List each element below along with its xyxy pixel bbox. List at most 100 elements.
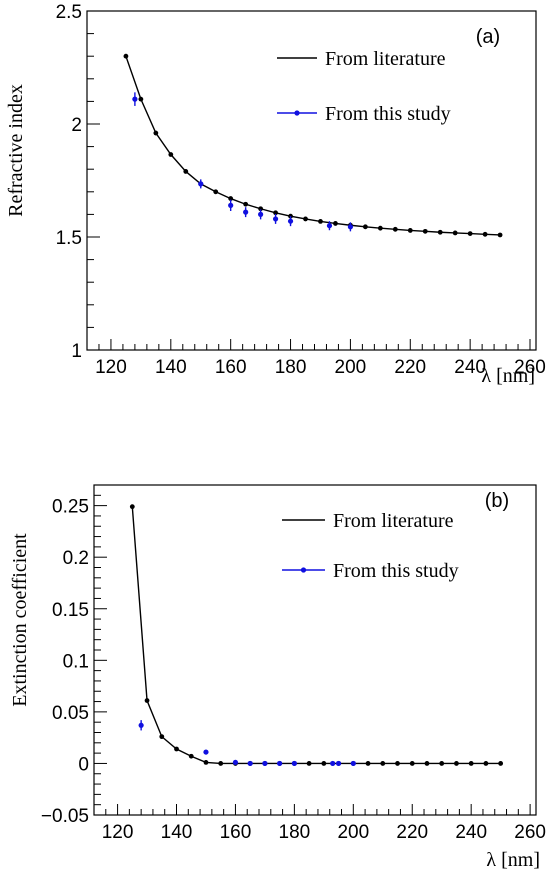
panel-b-literature-point [454,761,459,766]
panel-b-literature-point [188,753,194,759]
panel-a-x-tick-label: 240 [454,357,486,378]
panel-b-literature-point [218,761,224,766]
panel-a-plot-frame [86,10,537,351]
panel-b-study-point [277,760,283,767]
panel-a-x-tick-label: 160 [215,357,247,378]
panel-b-study-point [262,760,268,767]
panel-b-literature-point [424,761,430,766]
panel-a-literature-point [377,225,383,231]
panel-a-literature-point [482,231,488,237]
panel-b-legend-entry: From literature [333,510,454,532]
panel-a-legend-entry: From literature [325,48,446,70]
panel-b-series-this-study [138,720,356,767]
panel-b: 120 140 160 180 200 220 240 260 −0.05 0 0.05 0.1 0.1… [9,484,546,871]
panel-a-y-tick-label: 1 [71,341,82,362]
panel-a-literature-point [333,221,338,226]
panel-a-legend-marker [294,110,300,116]
panel-a-x-tick-label: 140 [155,357,187,378]
panel-a-literature-point [243,201,249,207]
panel-b-study-point [335,760,342,767]
panel-b-study-point [247,760,253,767]
panel-a-study-point [228,202,234,208]
panel-b-literature-point [439,761,445,766]
panel-b-literature-point [129,504,135,510]
panel-a-legend: From literature From this study [277,48,451,125]
panel-a-label: (a) [476,26,500,48]
panel-b-literature-point [395,761,400,766]
panel-b-y-tick-label: 0.15 [52,600,89,621]
panel-b-study-point [203,749,209,755]
panel-a: 120 140 160 180 200 220 240 260 1 1.5 2 2.5 Refracti… [5,2,546,387]
panel-a-x-tick-label: 200 [335,357,367,378]
panel-b-y-tick-label: 0.2 [63,548,89,569]
panel-b-legend-entry: From this study [333,560,459,582]
panel-a-y-tick-label: 2.5 [56,2,82,23]
panel-a-literature-point [303,216,308,222]
panel-a-study-point [287,218,294,224]
panel-b-study-point [291,760,297,767]
panel-a-literature-point [153,130,159,136]
panel-b-literature-point [468,761,474,766]
panel-b-label: (b) [485,490,509,512]
panel-a-x-tick-label: 260 [514,357,546,378]
panel-a-x-tick-label: 220 [394,357,426,378]
panel-a-literature-point [362,224,368,230]
panel-b-x-tick-label: 160 [220,822,252,843]
panel-a-literature-line [125,55,501,236]
panel-b-study-point [232,759,239,766]
panel-a-y-tick-label: 1.5 [56,228,82,249]
panel-a-literature-point [168,152,174,157]
panel-a-study-point [272,216,279,222]
panel-b-y-tick-label: −0.05 [41,806,89,827]
panel-b-literature-point [380,761,386,766]
panel-a-study-point [198,181,204,187]
panel-b-literature-point [365,761,371,766]
panel-a-study-point [132,96,138,102]
panel-a-y-axis-title: Refractive index [5,84,27,217]
panel-a-study-point [243,209,249,215]
panel-b-literature-point [174,746,179,752]
panel-a-literature-point [318,219,323,224]
panel-b-x-tick-label: 240 [455,822,487,843]
panel-a-literature-point [422,228,428,234]
panel-a-study-point [258,211,264,217]
panel-a-literature-point [392,226,398,232]
panel-b-x-axis-title: λ [nm] [486,849,540,871]
panel-b-legend-marker [300,567,307,573]
panel-b-y-tick-label: 0.25 [52,497,89,518]
panel-b-study-point [138,722,144,728]
panel-a-x-tick-label: 120 [95,357,127,378]
panel-a-literature-point [467,231,473,237]
panel-a-study-point [347,224,354,230]
panel-b-x-tick-label: 200 [337,822,369,843]
panel-a-legend-entry: From this study [325,103,451,125]
panel-a-literature-point [213,189,219,195]
panel-b-legend: From literature From this study [282,510,459,582]
panel-a-literature-point [407,228,413,233]
panel-b-literature-point [144,698,150,703]
panel-a-literature-point [452,230,458,236]
panel-b-x-tick-label: 180 [279,822,311,843]
panel-b-literature-point [306,761,312,766]
panel-a-x-axis-title: λ [nm] [481,365,535,387]
panel-b-literature-point [203,760,209,765]
panel-a-literature-point [273,210,278,216]
panel-b-x-tick-label: 120 [102,822,134,843]
panel-a-study-point [326,223,333,229]
panel-b-literature-point [483,761,489,766]
panel-a-literature-point [138,96,144,102]
panel-b-x-tick-label: 260 [514,822,546,843]
panel-b-x-tick-label: 220 [396,822,428,843]
panel-a-literature-point [228,196,234,201]
panel-b-study-point [350,760,356,767]
panel-b-y-tick-label: 0.05 [52,703,89,724]
panel-a-literature-point [258,206,264,212]
panel-b-x-tick-label: 140 [161,822,193,843]
panel-a-series-this-study [132,92,354,232]
panel-b-study-point [330,760,336,767]
panel-a-literature-point [183,169,189,174]
panel-a-literature-point [497,232,503,238]
panel-b-literature-point [159,734,165,740]
panel-a-x-tick-label: 180 [275,357,307,378]
